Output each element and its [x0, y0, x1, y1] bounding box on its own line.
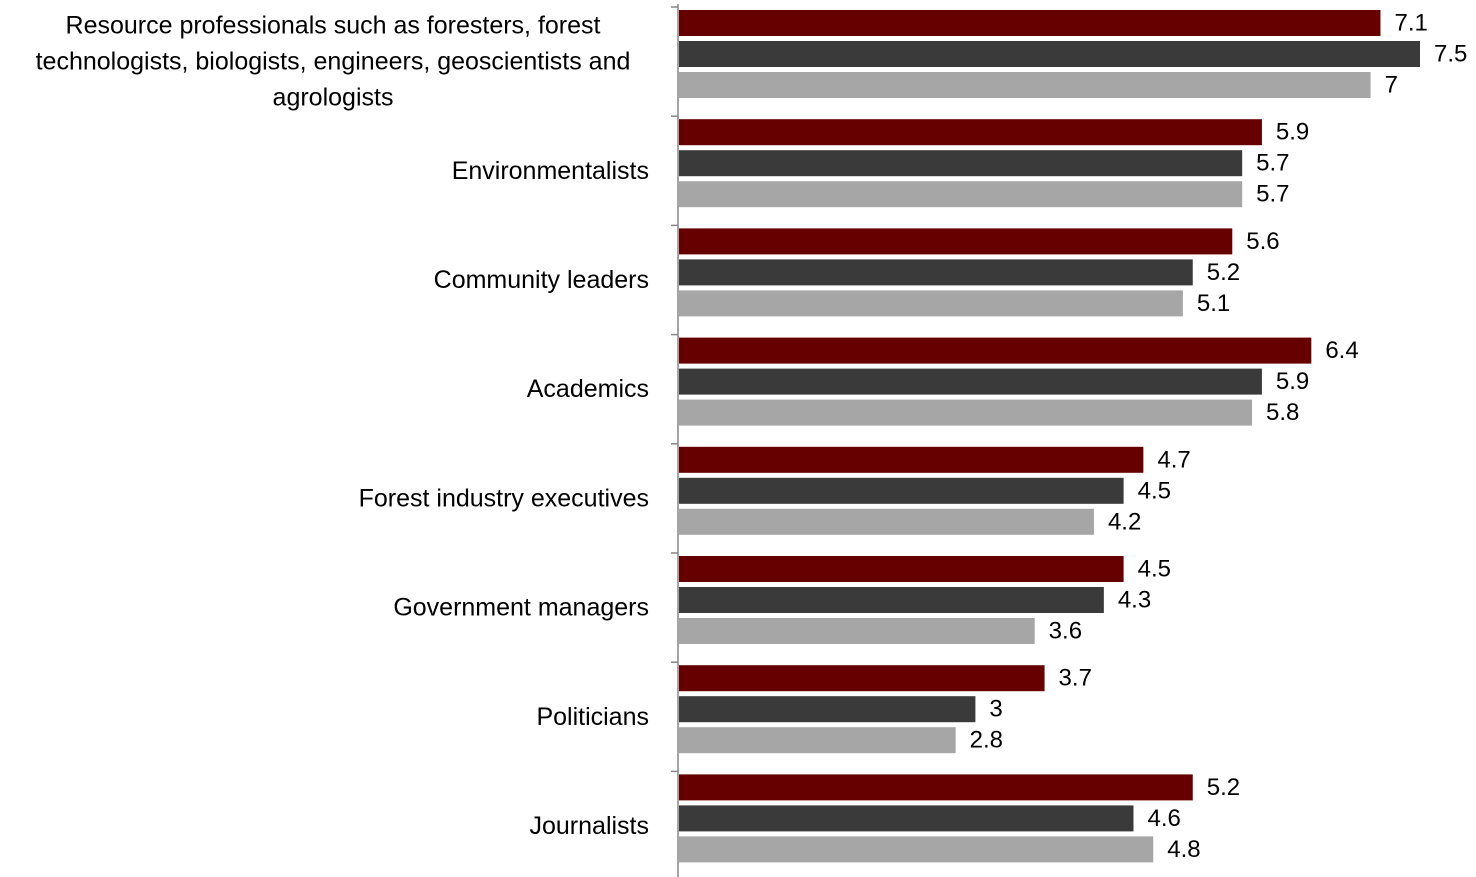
data-label: 5.9 — [1276, 119, 1309, 146]
category-label: Community leaders — [434, 266, 649, 294]
bar-series-3 — [679, 836, 1154, 863]
bar-series-2 — [679, 41, 1420, 67]
data-label: 5.7 — [1256, 181, 1289, 208]
category-label: Forest industry executives — [359, 484, 649, 512]
bar-series-2 — [679, 259, 1193, 286]
bar-series-2 — [679, 368, 1262, 395]
data-label: 5.2 — [1207, 259, 1240, 286]
data-label: 4.3 — [1118, 587, 1151, 614]
data-label: 7 — [1385, 72, 1398, 99]
data-label: 3.7 — [1059, 665, 1092, 692]
bar-series-2 — [679, 805, 1134, 832]
data-label: 5.6 — [1246, 228, 1279, 255]
data-label: 4.5 — [1138, 556, 1171, 583]
bar-series-1 — [679, 665, 1045, 692]
bar-series-2 — [679, 587, 1104, 613]
bar-series-1 — [679, 774, 1193, 801]
data-label: 5.1 — [1197, 290, 1230, 317]
category-label: Resource professionals such as foresters… — [66, 12, 601, 40]
data-label: 4.7 — [1157, 446, 1190, 473]
bar-series-1 — [679, 10, 1381, 36]
category-label: Environmentalists — [452, 157, 649, 185]
data-label: 7.5 — [1434, 41, 1467, 68]
data-label: 4.5 — [1138, 477, 1171, 504]
data-label: 4.2 — [1108, 508, 1141, 535]
data-label: 3.6 — [1049, 618, 1082, 645]
bar-series-3 — [679, 181, 1243, 208]
bar-series-3 — [679, 618, 1035, 644]
bar-series-2 — [679, 150, 1243, 177]
data-label: 2.8 — [970, 727, 1003, 754]
bar-series-3 — [679, 727, 956, 754]
bar-series-3 — [679, 508, 1094, 535]
bar-series-2 — [679, 696, 976, 723]
data-label: 6.4 — [1325, 337, 1358, 364]
data-label: 5.2 — [1207, 774, 1240, 801]
category-label: Government managers — [393, 594, 649, 622]
data-label: 7.1 — [1394, 10, 1427, 37]
data-label: 4.6 — [1147, 805, 1180, 832]
category-label: Journalists — [530, 812, 650, 840]
data-label: 5.8 — [1266, 399, 1299, 426]
data-label: 5.7 — [1256, 150, 1289, 177]
data-label: 4.8 — [1167, 836, 1200, 863]
category-label: Academics — [527, 375, 649, 403]
bar-series-1 — [679, 446, 1144, 473]
category-label: Politicians — [536, 703, 649, 731]
bar-series-3 — [679, 399, 1253, 426]
bar-series-3 — [679, 72, 1371, 98]
bar-series-1 — [679, 228, 1233, 255]
bar-series-1 — [679, 556, 1124, 582]
labels-group: Resource professionals such as foresters… — [36, 10, 1468, 863]
bars-group — [679, 10, 1420, 863]
category-axis — [671, 4, 679, 877]
bar-series-2 — [679, 477, 1124, 504]
bar-series-1 — [679, 337, 1312, 364]
data-label: 3 — [989, 696, 1002, 723]
bar-series-1 — [679, 119, 1262, 146]
category-label: agrologists — [273, 84, 394, 112]
bar-series-3 — [679, 290, 1183, 317]
data-label: 5.9 — [1276, 368, 1309, 395]
category-label: technologists, biologists, engineers, ge… — [36, 48, 631, 76]
